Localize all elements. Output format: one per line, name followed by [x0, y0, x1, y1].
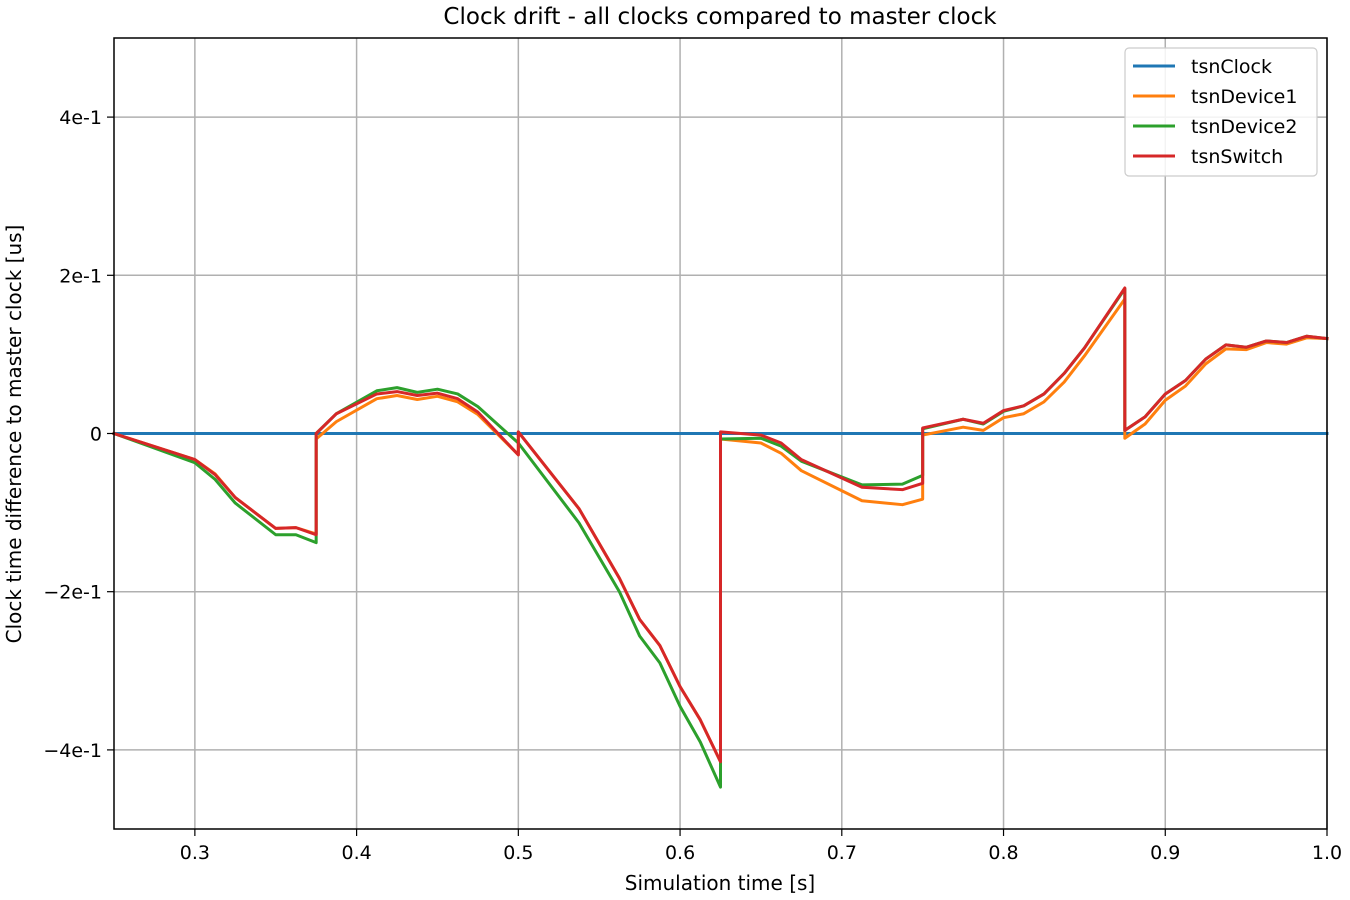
y-axis-label: Clock time difference to master clock [u…	[2, 225, 26, 644]
x-tick-label: 0.9	[1150, 842, 1180, 864]
plot-series	[112, 286, 1329, 789]
legend-label-tsnClock: tsnClock	[1191, 56, 1272, 78]
x-tick-label: 1.0	[1312, 842, 1342, 864]
series-line-tsnSwitch	[112, 286, 1329, 764]
legend-box	[1124, 47, 1318, 177]
x-tick-label: 0.6	[665, 842, 695, 864]
x-tick-label: 0.3	[180, 842, 210, 864]
series-line-tsnDevice1	[112, 297, 1329, 764]
legend: tsnClock tsnDevice1 tsnDevice2 tsnSwitch	[1124, 47, 1318, 177]
chart-title: Clock drift - all clocks compared to mas…	[443, 4, 997, 30]
legend-label-tsnDevice1: tsnDevice1	[1191, 86, 1297, 108]
x-tick-label: 0.8	[988, 842, 1018, 864]
y-axis-ticks: −4e-1 −2e-1 0 2e-1 4e-1	[43, 107, 114, 762]
x-tick-label: 0.5	[503, 842, 533, 864]
y-tick-label: 4e-1	[59, 107, 102, 129]
x-axis-label: Simulation time [s]	[625, 871, 815, 895]
x-axis-ticks: 0.3 0.4 0.5 0.6 0.7 0.8 0.9 1.0	[180, 829, 1342, 864]
y-tick-label: 2e-1	[59, 265, 102, 287]
y-tick-label: −2e-1	[43, 582, 102, 604]
x-tick-label: 0.4	[341, 842, 371, 864]
x-tick-label: 0.7	[827, 842, 857, 864]
plot-frame	[113, 37, 1328, 830]
legend-label-tsnSwitch: tsnSwitch	[1191, 146, 1283, 168]
y-tick-label: −4e-1	[43, 740, 102, 762]
y-tick-label: 0	[90, 424, 102, 446]
legend-label-tsnDevice2: tsnDevice2	[1191, 116, 1297, 138]
